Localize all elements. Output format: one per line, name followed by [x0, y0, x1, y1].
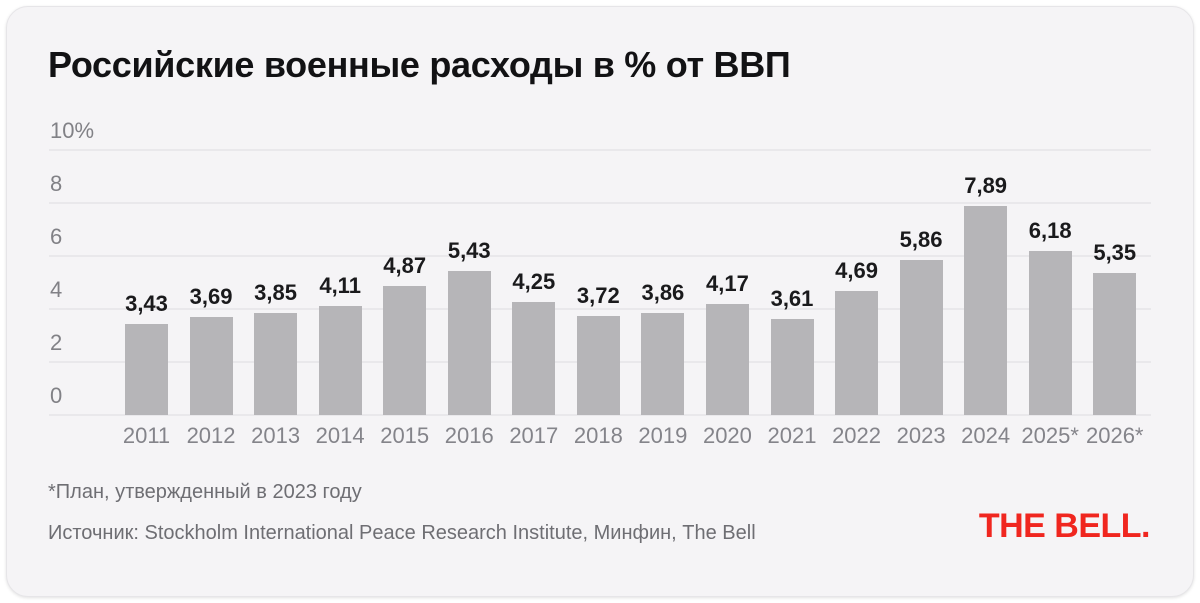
bar: [512, 302, 556, 415]
bar: [770, 319, 814, 415]
x-tick-label: 2015: [380, 423, 430, 448]
gridline: [49, 255, 1151, 257]
x-tick-label: 2011: [122, 423, 171, 448]
bar-value-label: 3,69: [189, 284, 233, 310]
bar-value-label: 4,69: [835, 257, 878, 283]
gridline: [49, 149, 1151, 151]
bar-value-label: 3,85: [254, 279, 297, 305]
bar: [318, 306, 362, 415]
bar: [1093, 273, 1137, 415]
gridline: [49, 202, 1151, 204]
page-title: Российские военные расходы в % от ВВП: [48, 44, 791, 85]
bar: [383, 285, 427, 415]
x-tick-label: 2026*: [1085, 423, 1144, 448]
gridline: [49, 308, 1151, 310]
bar: [899, 259, 943, 415]
x-tick-label: 2016: [444, 423, 494, 448]
bar-value-label: 5,86: [899, 226, 943, 252]
y-tick-label: 8: [50, 171, 63, 196]
source-line: Источник: Stockholm International Peace …: [48, 522, 756, 544]
x-tick-label: 2012: [186, 423, 236, 448]
bar: [964, 205, 1008, 415]
bar: [835, 290, 879, 415]
x-tick-label: 2017: [509, 423, 559, 448]
x-tick-label: 2019: [638, 423, 688, 448]
bar-value-label: 4,25: [512, 269, 556, 295]
bar-value-label: 3,72: [576, 283, 620, 309]
y-tick-label: 2: [50, 330, 63, 355]
x-tick-label: 2022: [832, 423, 882, 448]
bar: [189, 317, 233, 415]
bar-value-label: 6,18: [1028, 218, 1072, 244]
bar: [254, 312, 298, 415]
bar: [447, 271, 491, 415]
x-tick-label: 2018: [573, 423, 623, 448]
bar-value-label: 4,87: [383, 252, 427, 278]
y-tick-label: 6: [50, 224, 63, 249]
bar-value-label: 7,89: [964, 172, 1008, 198]
x-tick-label: 2020: [702, 423, 752, 448]
y-tick-label: 4: [50, 277, 63, 302]
y-tick-label: 0: [50, 383, 63, 408]
bar-value-label: 3,43: [125, 291, 168, 317]
x-tick-label: 2025*: [1021, 423, 1079, 448]
y-tick-label: 10%: [50, 118, 95, 143]
brand-logo: THE BELL.: [978, 507, 1151, 545]
bar-value-label: 5,35: [1093, 240, 1137, 266]
bar-value-label: 3,61: [770, 286, 814, 312]
x-tick-label: 2024: [961, 423, 1011, 448]
bar: [1028, 251, 1072, 415]
x-tick-label: 2014: [315, 423, 365, 448]
x-tick-label: 2013: [251, 423, 301, 448]
bar: [641, 312, 685, 415]
bar: [576, 316, 620, 415]
x-tick-label: 2023: [896, 423, 946, 448]
bar: [125, 324, 168, 415]
bar-value-label: 4,17: [706, 271, 749, 297]
footnote: *План, утвержденный в 2023 году: [48, 481, 362, 503]
gridline: [49, 414, 1151, 416]
bar: [705, 304, 749, 415]
x-tick-label: 2021: [767, 423, 817, 448]
bar-value-label: 4,11: [319, 273, 361, 299]
bar-value-label: 5,43: [447, 238, 491, 264]
bar-value-label: 3,86: [641, 279, 685, 305]
